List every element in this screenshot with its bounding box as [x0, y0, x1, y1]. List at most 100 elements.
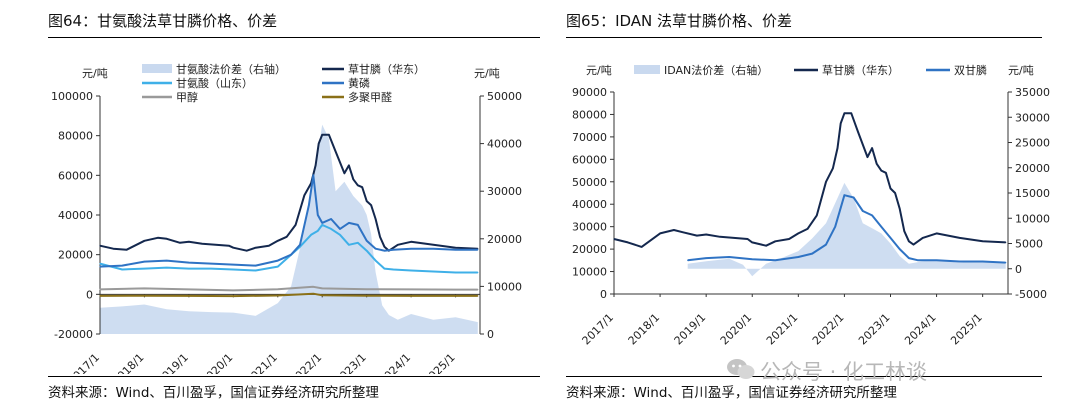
- left-tick-label: 100000: [51, 90, 93, 103]
- figure-title: 图65：IDAN 法草甘膦价格、价差: [566, 12, 793, 30]
- data-point: [392, 249, 394, 251]
- data-point: [912, 244, 915, 246]
- left-tick-label: 80000: [58, 130, 93, 143]
- legend-label-methanol: 甲醇: [176, 90, 198, 104]
- figure-64: 图64：甘氨酸法草甘膦价格、价差 元/吨 元/吨 甘氨酸法价差（右轴） 草甘膦（…: [48, 12, 540, 401]
- right-tick-label: 50000: [487, 90, 522, 103]
- x-tick-label: 2021/1: [243, 351, 280, 374]
- legend-label-glycine: 甘氨酸（山东）: [176, 76, 253, 90]
- data-point: [143, 261, 145, 263]
- data-point: [277, 260, 279, 262]
- data-point: [166, 238, 168, 240]
- data-point: [352, 178, 354, 180]
- legend-swatch-spread: [142, 64, 172, 73]
- data-point: [747, 238, 749, 240]
- data-point: [188, 295, 190, 297]
- data-point: [188, 268, 190, 270]
- data-point: [330, 218, 332, 220]
- right-tick-label: 30000: [1015, 111, 1050, 124]
- data-point: [335, 150, 337, 153]
- data-point: [348, 222, 350, 224]
- data-point: [112, 248, 114, 250]
- data-point: [310, 234, 312, 236]
- data-point: [277, 240, 279, 242]
- data-point: [357, 224, 359, 226]
- data-point: [936, 259, 938, 261]
- data-point: [806, 228, 809, 230]
- data-point: [277, 294, 279, 297]
- left-tick-label: 70000: [572, 131, 607, 144]
- left-tick-label: 80000: [572, 108, 607, 121]
- data-point: [379, 236, 381, 238]
- left-tick-label: 50000: [572, 176, 607, 189]
- left-axis-unit: 元/吨: [586, 64, 612, 77]
- x-tick-label: 2018/1: [110, 351, 147, 374]
- data-point: [880, 226, 882, 228]
- data-point: [866, 156, 869, 158]
- data-point: [366, 240, 368, 242]
- data-point: [687, 259, 689, 261]
- data-point: [705, 257, 707, 259]
- wechat-icon: [727, 359, 755, 379]
- x-tick-label: 2023/1: [856, 311, 893, 348]
- x-tick-label: 2022/1: [288, 351, 325, 374]
- left-tick-label: 40000: [58, 209, 93, 222]
- data-point: [188, 241, 190, 243]
- data-point: [375, 218, 377, 220]
- data-point: [357, 242, 359, 244]
- data-point: [210, 268, 212, 270]
- data-point: [383, 268, 385, 270]
- data-point: [312, 286, 314, 288]
- data-point: [246, 250, 248, 252]
- data-point: [366, 250, 368, 252]
- data-point: [836, 147, 839, 149]
- data-point: [228, 245, 230, 247]
- data-point: [348, 244, 350, 246]
- data-point: [143, 268, 145, 270]
- data-point: [210, 263, 212, 265]
- data-point: [303, 194, 305, 196]
- data-point: [871, 214, 873, 216]
- data-point: [321, 287, 323, 289]
- data-point: [908, 257, 910, 259]
- x-tick-label: 2025/1: [421, 351, 458, 374]
- data-point: [728, 256, 730, 258]
- data-point: [318, 143, 320, 145]
- data-point: [659, 232, 661, 234]
- data-point: [613, 238, 615, 240]
- x-tick-label: 2020/1: [718, 311, 755, 348]
- data-point: [143, 295, 145, 297]
- data-point: [99, 245, 101, 247]
- data-point: [959, 260, 961, 263]
- left-axis-unit: 元/吨: [82, 67, 108, 80]
- data-point: [188, 288, 190, 290]
- data-point: [121, 268, 123, 271]
- x-tick-label: 2020/1: [199, 351, 236, 374]
- right-tick-label: 0: [1015, 263, 1022, 276]
- data-point: [751, 241, 753, 243]
- right-tick-label: 30000: [487, 185, 522, 198]
- data-point: [397, 244, 399, 246]
- data-point: [477, 271, 479, 274]
- data-point: [832, 167, 834, 169]
- data-point: [312, 293, 314, 295]
- left-tick-label: 30000: [572, 221, 607, 234]
- data-point: [774, 240, 776, 242]
- left-tick-label: 40000: [572, 198, 607, 211]
- data-point: [339, 234, 341, 236]
- data-point: [370, 204, 372, 206]
- data-point: [317, 214, 319, 216]
- right-axis-unit: 元/吨: [1008, 64, 1034, 77]
- data-point: [682, 231, 684, 233]
- data-point: [843, 112, 845, 114]
- data-point: [121, 265, 123, 267]
- data-point: [774, 259, 776, 261]
- data-point: [321, 134, 323, 136]
- chart-65: 元/吨 元/吨 IDAN法价差（右轴） 草甘膦（华东） 双甘膦 0 10000 20…: [572, 63, 1050, 348]
- legend-label-spread: IDAN法价差（右轴）: [664, 63, 768, 77]
- data-point: [719, 236, 721, 238]
- data-point: [899, 248, 901, 250]
- x-tick-label: 2025/1: [948, 311, 985, 348]
- data-point: [432, 244, 434, 246]
- data-point: [917, 259, 919, 261]
